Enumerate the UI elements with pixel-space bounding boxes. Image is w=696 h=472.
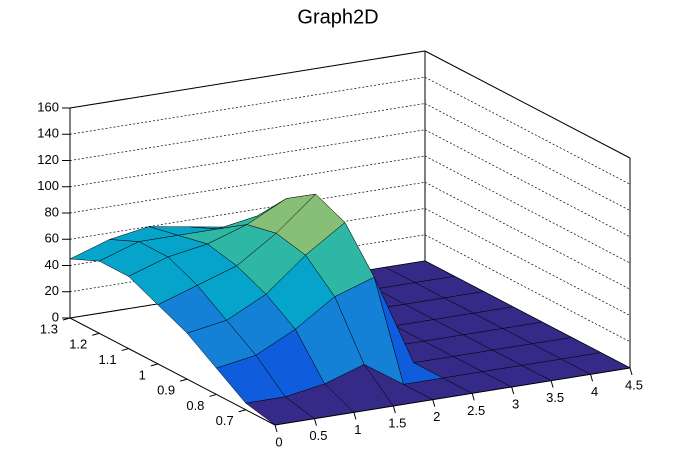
grid-line — [424, 208, 631, 316]
grid-line — [424, 234, 631, 343]
y-tick — [150, 363, 158, 367]
z-tick-label: 0 — [52, 309, 59, 324]
x-tick — [353, 412, 357, 420]
y-tick — [92, 332, 100, 336]
z-tick-label: 120 — [37, 152, 59, 167]
x-tick — [313, 418, 317, 426]
y-tick-label: 1.3 — [40, 321, 58, 336]
x-tick — [471, 393, 475, 401]
grid-line — [424, 76, 631, 185]
grid-line — [424, 50, 631, 159]
x-axis — [274, 367, 631, 426]
z-tick-label: 60 — [45, 231, 59, 246]
y-tick-label: 1.1 — [98, 352, 116, 367]
x-tick — [590, 374, 594, 382]
x-tick — [392, 405, 396, 414]
y-tick-label: 0.7 — [216, 413, 234, 428]
x-tick-label: 1 — [354, 422, 361, 437]
x-tick-label: 2 — [433, 409, 440, 424]
x-tick-label: 1.5 — [388, 415, 406, 430]
y-tick — [209, 393, 217, 397]
y-tick — [180, 378, 188, 382]
y-tick-label: 1 — [139, 367, 146, 382]
grid-line — [424, 181, 631, 290]
y-tick-label: 1.2 — [69, 337, 87, 352]
x-tick-label: 0.5 — [309, 428, 327, 443]
x-tick-label: 3 — [512, 396, 519, 411]
z-tick-label: 140 — [37, 126, 59, 141]
z-tick-label: 80 — [45, 204, 59, 219]
y-tick — [121, 348, 129, 352]
grid-line — [424, 129, 631, 238]
y-tick-label: 0.9 — [157, 383, 175, 398]
y-axis — [69, 317, 276, 426]
z-tick-label: 100 — [37, 178, 59, 193]
grid-line — [424, 103, 631, 211]
grid-line — [424, 155, 631, 264]
x-tick-label: 3.5 — [546, 390, 564, 405]
x-tick — [550, 380, 554, 388]
y-tick — [238, 409, 246, 413]
x-tick-label: 2.5 — [467, 403, 485, 418]
z-tick-label: 160 — [37, 99, 59, 114]
x-tick — [511, 386, 515, 395]
box-edge — [69, 50, 426, 109]
y-tick-label: 0.8 — [186, 398, 204, 413]
x-tick — [629, 367, 633, 376]
x-tick-label: 0 — [275, 434, 282, 449]
x-tick — [432, 399, 436, 407]
z-tick-label: 40 — [45, 257, 59, 272]
z-tick-label: 20 — [45, 283, 59, 298]
x-tick-label: 4 — [591, 384, 598, 399]
x-tick — [274, 424, 278, 433]
x-tick-label: 4.5 — [625, 377, 643, 392]
chart-title: Graph2D — [297, 6, 378, 28]
y-tick — [62, 317, 71, 321]
